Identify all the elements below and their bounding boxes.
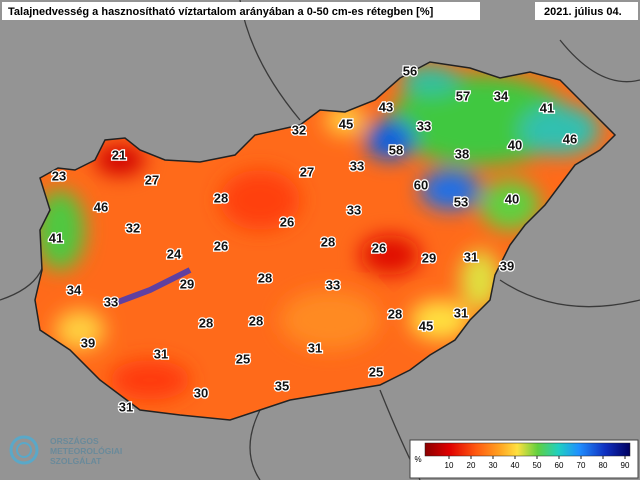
logo: ORSZÁGOS METEOROLÓGIAI SZOLGÁLAT bbox=[9, 435, 122, 466]
station-value: 43 bbox=[379, 99, 393, 114]
logo-text: ORSZÁGOS bbox=[50, 436, 99, 446]
legend-tick-label: 50 bbox=[533, 461, 542, 470]
station-value: 28 bbox=[249, 313, 263, 328]
station-value: 33 bbox=[104, 294, 118, 309]
station-value: 56 bbox=[403, 63, 417, 78]
station-value: 31 bbox=[308, 340, 322, 355]
legend-tick-label: 20 bbox=[467, 461, 476, 470]
station-value: 26 bbox=[372, 240, 386, 255]
station-value: 30 bbox=[194, 385, 208, 400]
station-value: 40 bbox=[505, 191, 519, 206]
color-bar bbox=[424, 442, 631, 457]
station-value: 41 bbox=[49, 230, 63, 245]
legend-tick-label: 60 bbox=[555, 461, 564, 470]
station-value: 32 bbox=[292, 122, 306, 137]
station-value: 45 bbox=[339, 116, 353, 131]
station-value: 31 bbox=[464, 249, 478, 264]
station-value: 33 bbox=[417, 118, 431, 133]
station-value: 27 bbox=[145, 172, 159, 187]
station-value: 23 bbox=[52, 168, 66, 183]
station-value: 21 bbox=[112, 147, 126, 162]
logo-text: SZOLGÁLAT bbox=[50, 456, 102, 466]
station-value: 53 bbox=[454, 194, 468, 209]
legend-tick-label: 40 bbox=[511, 461, 520, 470]
station-value: 39 bbox=[81, 335, 95, 350]
station-value: 46 bbox=[94, 199, 108, 214]
station-value: 26 bbox=[214, 238, 228, 253]
station-value: 34 bbox=[494, 88, 509, 103]
station-value: 25 bbox=[236, 351, 250, 366]
legend-tick-label: 80 bbox=[599, 461, 608, 470]
station-value: 31 bbox=[119, 399, 133, 414]
station-value: 29 bbox=[422, 250, 436, 265]
station-value: 27 bbox=[300, 164, 314, 179]
station-value: 46 bbox=[563, 131, 577, 146]
station-value: 26 bbox=[280, 214, 294, 229]
legend-tick-label: 90 bbox=[621, 461, 630, 470]
station-value: 33 bbox=[326, 277, 340, 292]
station-value: 33 bbox=[350, 158, 364, 173]
date-box bbox=[535, 2, 638, 20]
station-value: 33 bbox=[347, 202, 361, 217]
lake bbox=[108, 267, 192, 308]
station-value: 28 bbox=[258, 270, 272, 285]
legend-tick-label: 30 bbox=[489, 461, 498, 470]
logo-text: METEOROLÓGIAI bbox=[50, 445, 122, 456]
legend-tick-label: 10 bbox=[445, 461, 454, 470]
station-value: 32 bbox=[126, 220, 140, 235]
station-value: 35 bbox=[275, 378, 289, 393]
station-value: 31 bbox=[154, 346, 168, 361]
station-value: 41 bbox=[540, 100, 554, 115]
station-value: 28 bbox=[388, 306, 402, 321]
station-value: 40 bbox=[508, 137, 522, 152]
station-value: 29 bbox=[180, 276, 194, 291]
legend-tick-label: 70 bbox=[577, 461, 586, 470]
station-value: 38 bbox=[455, 146, 469, 161]
station-value: 45 bbox=[419, 318, 433, 333]
title-box bbox=[2, 2, 480, 20]
legend-unit: % bbox=[414, 455, 421, 464]
station-value: 25 bbox=[369, 364, 383, 379]
station-value: 34 bbox=[67, 282, 82, 297]
station-value: 31 bbox=[454, 305, 468, 320]
title: Talajnedvesség a hasznosítható víztartal… bbox=[8, 6, 434, 18]
station-value: 60 bbox=[414, 177, 428, 192]
station-value: 28 bbox=[199, 315, 213, 330]
station-value: 39 bbox=[500, 258, 514, 273]
date: 2021. július 04. bbox=[544, 6, 622, 18]
station-value: 24 bbox=[167, 246, 182, 261]
station-value: 28 bbox=[214, 190, 228, 205]
station-value: 57 bbox=[456, 88, 470, 103]
station-value: 58 bbox=[389, 142, 403, 157]
station-value: 28 bbox=[321, 234, 335, 249]
